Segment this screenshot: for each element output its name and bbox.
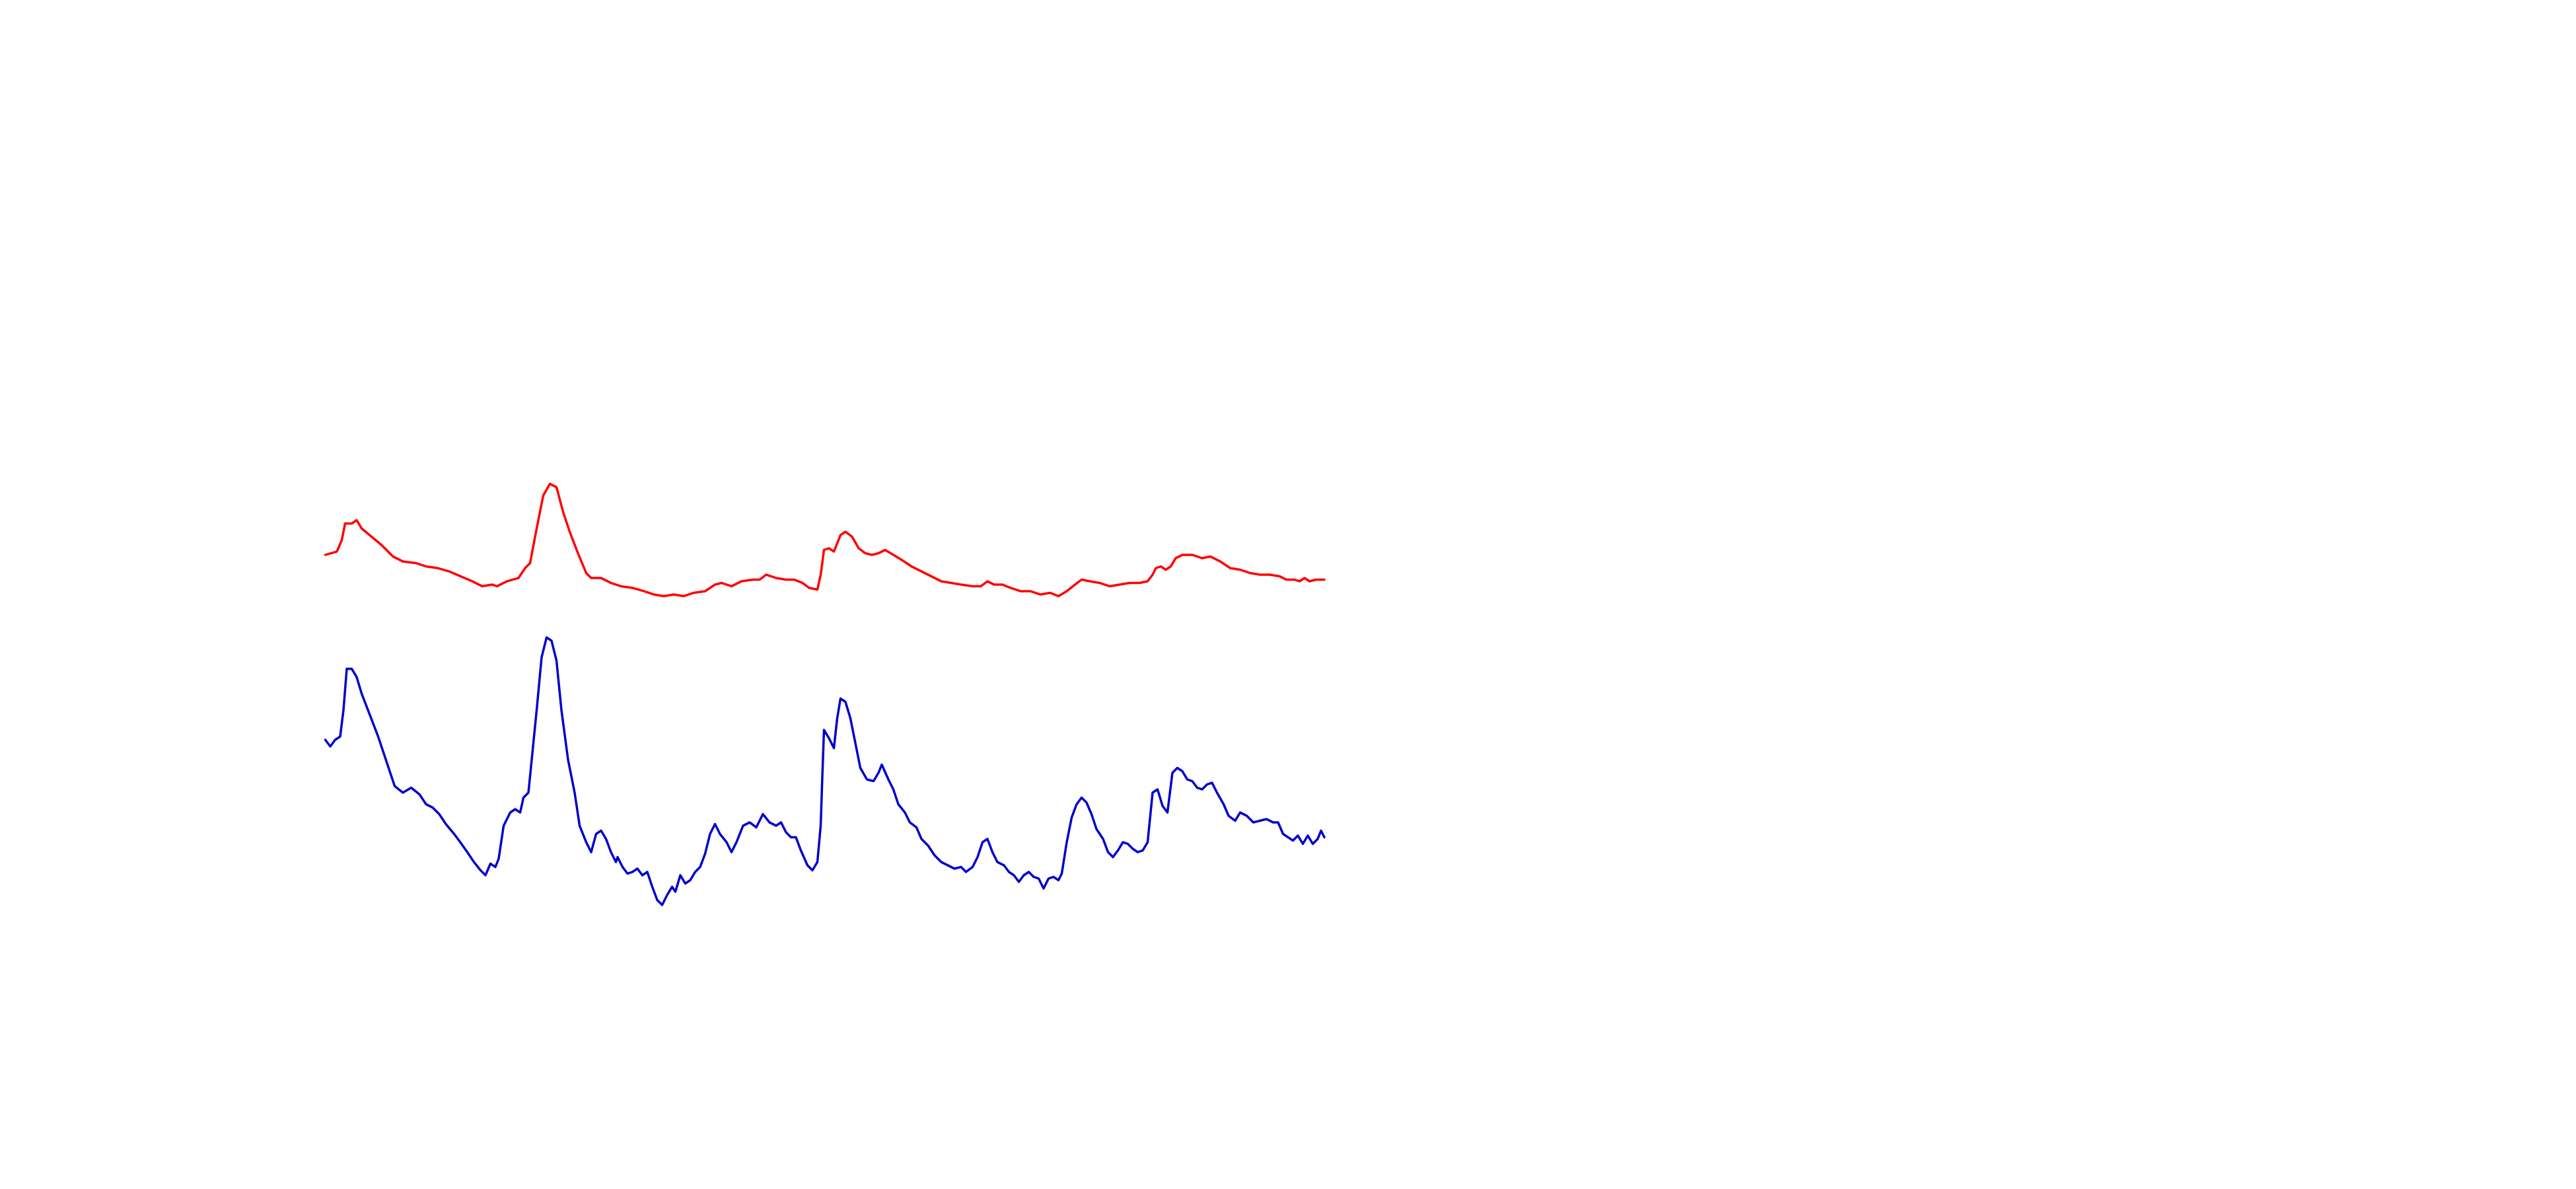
data-line bbox=[324, 482, 1326, 598]
data-line bbox=[324, 636, 1326, 906]
